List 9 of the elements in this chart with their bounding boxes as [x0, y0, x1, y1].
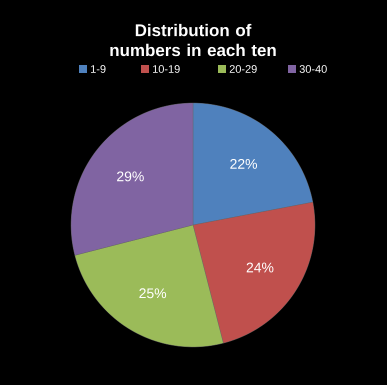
data-label: 22%: [230, 158, 258, 169]
data-label: 29%: [117, 171, 144, 182]
legend-label: 10-19: [153, 65, 180, 73]
data-label: 25%: [139, 288, 166, 298]
legend-label: 1-9: [91, 65, 106, 73]
chart-title: Distribution of numbers in each ten: [110, 24, 276, 56]
legend-label: 20-29: [230, 65, 257, 73]
data-label: 24%: [246, 262, 274, 272]
legend-label: 30-40: [300, 65, 327, 73]
